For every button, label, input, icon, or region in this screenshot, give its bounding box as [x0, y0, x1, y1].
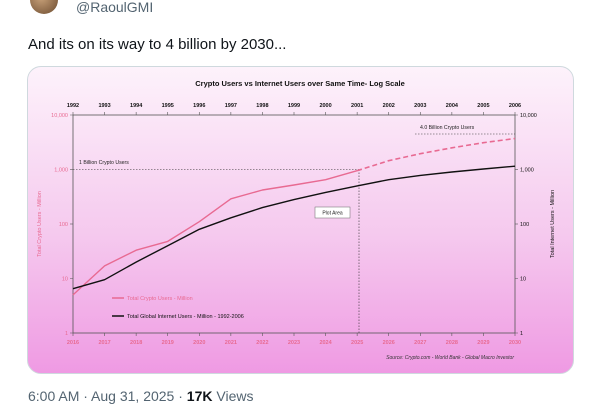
top-tick-label: 2001 [351, 103, 363, 109]
top-tick-label: 1993 [98, 103, 110, 109]
bottom-tick-label: 2024 [319, 340, 332, 346]
bottom-axis: 2016 2017 2018 2019 2020 2021 2022 2023 2024 2025… [67, 333, 521, 346]
bottom-tick-label: 2019 [162, 340, 174, 346]
right-tick-label: 10,000 [520, 113, 537, 119]
right-axis: 1 10 100 1,000 10,000 [515, 113, 537, 337]
right-tick-label: 1 [520, 331, 523, 337]
legend-label-internet: Total Global Internet Users - Million - … [127, 314, 244, 320]
top-tick-label: 1998 [256, 103, 268, 109]
top-tick-label: 1996 [193, 103, 205, 109]
top-tick-label: 2000 [319, 103, 331, 109]
left-tick-label: 10 [62, 277, 68, 283]
tweet-text: And its on its way to 4 billion by 2030.… [28, 36, 287, 53]
top-tick-label: 2005 [477, 103, 489, 109]
y-axis-label-left: Total Crypto Users - Million [37, 191, 43, 257]
annotation-1-billion: 1 Billion Crypto Users [79, 160, 129, 166]
annotation-4-billion: 4.0 Billion Crypto Users [420, 125, 475, 131]
left-tick-label: 10,000 [51, 113, 68, 119]
top-tick-label: 2006 [509, 103, 521, 109]
top-tick-label: 1999 [288, 103, 300, 109]
tweet-date[interactable]: Aug 31, 2025 [91, 388, 175, 404]
meta-separator: · [83, 388, 92, 404]
internet-users-line [72, 165, 516, 290]
bottom-tick-label: 2021 [225, 340, 237, 346]
bottom-tick-label: 2029 [477, 340, 489, 346]
plot-area-tooltip: Plot Area [322, 211, 343, 217]
legend-label-crypto: Total Crypto Users - Million [127, 296, 193, 302]
meta-separator: · [178, 388, 187, 404]
plot-frame [72, 114, 516, 334]
left-tick-label: 1,000 [54, 168, 68, 174]
right-tick-label: 1,000 [520, 168, 534, 174]
plot-area-tooltip-box [314, 206, 351, 219]
crypto-projection-line [356, 137, 516, 172]
top-tick-label: 1997 [225, 103, 237, 109]
bottom-tick-label: 2025 [351, 340, 363, 346]
right-tick-label: 100 [520, 222, 529, 228]
left-tick-label: 100 [59, 222, 68, 228]
bottom-tick-label: 2023 [288, 340, 300, 346]
bottom-tick-label: 2030 [509, 340, 521, 346]
top-tick-label: 2002 [383, 103, 395, 109]
tweet-time[interactable]: 6:00 AM [28, 388, 80, 404]
top-tick-label: 1992 [67, 103, 79, 109]
top-tick-label: 2004 [446, 103, 459, 109]
bottom-tick-label: 2028 [446, 340, 458, 346]
views-label: Views [216, 388, 254, 404]
bottom-tick-label: 2018 [130, 340, 142, 346]
top-tick-label: 1994 [130, 103, 143, 109]
series-layer [72, 137, 516, 296]
top-tick-label: 2003 [414, 103, 426, 109]
chart-title: Crypto Users vs Internet Users over Same… [195, 79, 405, 88]
tweet-meta: 6:00 AM · Aug 31, 2025 · 17K Views [28, 388, 253, 404]
tweet-media-chart[interactable]: Crypto Users vs Internet Users over Same… [27, 66, 574, 374]
bottom-tick-label: 2026 [383, 340, 395, 346]
right-tick-label: 10 [520, 277, 526, 283]
bottom-tick-label: 2022 [256, 340, 268, 346]
bottom-tick-label: 2020 [193, 340, 205, 346]
bottom-tick-label: 2017 [98, 340, 110, 346]
bottom-tick-label: 2016 [67, 340, 79, 346]
top-axis: 1992 1993 1994 1995 1996 1997 1998 1999 2000 2001… [67, 103, 521, 115]
bottom-tick-label: 2027 [414, 340, 426, 346]
left-axis: 1 10 100 1,000 10,000 [51, 113, 73, 337]
views-count: 17K [186, 388, 213, 404]
top-tick-label: 1995 [162, 103, 174, 109]
chart-source: Source: Crypto.com - World Bank - Global… [386, 355, 514, 361]
author-handle[interactable]: @RaoulGMI [76, 0, 154, 15]
left-tick-label: 1 [65, 331, 68, 337]
crypto-users-line [72, 170, 358, 296]
avatar[interactable] [30, 0, 58, 14]
chart: Crypto Users vs Internet Users over Same… [37, 79, 556, 361]
y-axis-label-right: Total Internet Users - Million [550, 190, 556, 258]
